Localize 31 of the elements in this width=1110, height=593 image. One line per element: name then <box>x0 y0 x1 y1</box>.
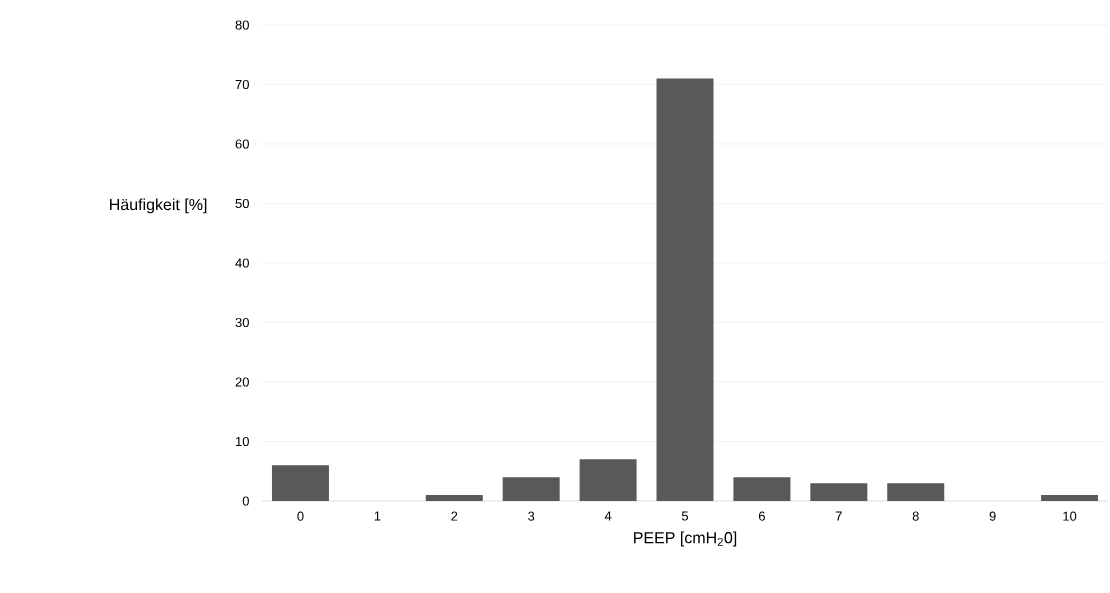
x-tick-label: 6 <box>758 511 765 521</box>
y-tick-label: 70 <box>235 79 249 90</box>
bar <box>271 465 329 501</box>
y-tick-label: 0 <box>242 496 249 506</box>
x-tick-label: 3 <box>528 511 535 521</box>
x-tick-label: 1 <box>374 511 381 521</box>
x-tick-label: 7 <box>835 511 842 521</box>
x-tick-label: 0 <box>297 511 304 521</box>
x-axis-title: PEEP [cmH$_{2}$0] <box>634 531 737 547</box>
y-tick-label: 60 <box>235 139 249 149</box>
y-tick-label: 10 <box>235 436 249 447</box>
y-tick-label: 20 <box>235 377 249 387</box>
x-tick-label: 8 <box>912 511 919 521</box>
bar <box>502 477 560 501</box>
y-tick-label: 50 <box>235 198 249 209</box>
y-axis-title: Häufigkeit [%] <box>110 198 207 214</box>
bar <box>1041 495 1099 501</box>
bar <box>810 483 868 501</box>
y-tick-label: 80 <box>235 20 249 30</box>
bar <box>579 459 637 501</box>
x-tick-label: 5 <box>681 511 689 521</box>
x-tick-label: 4 <box>604 511 612 521</box>
bar <box>733 477 791 501</box>
bar <box>425 495 483 501</box>
x-tick-label: 2 <box>451 511 458 521</box>
bar <box>887 483 945 501</box>
y-tick-label: 40 <box>235 258 249 268</box>
x-tick-label: 9 <box>989 511 996 521</box>
y-tick-label: 30 <box>235 317 249 328</box>
bar <box>656 78 714 501</box>
x-tick-label: 10 <box>1063 511 1077 521</box>
